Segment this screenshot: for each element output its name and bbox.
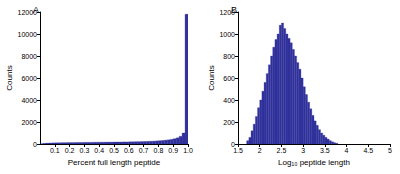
svg-text:0.6: 0.6: [124, 147, 134, 154]
svg-text:1000: 1000: [219, 31, 235, 38]
svg-text:200: 200: [223, 119, 235, 126]
svg-text:0.3: 0.3: [80, 147, 90, 154]
svg-text:4: 4: [345, 147, 349, 154]
svg-text:0.4: 0.4: [94, 147, 104, 154]
svg-text:1.0: 1.0: [183, 147, 193, 154]
svg-text:1200: 1200: [219, 8, 235, 16]
svg-text:Percent full length peptide: Percent full length peptide: [68, 158, 161, 167]
svg-text:12000: 12000: [17, 8, 37, 16]
svg-text:2000: 2000: [21, 119, 37, 126]
svg-text:0.1: 0.1: [50, 147, 60, 154]
svg-text:Counts: Counts: [207, 65, 216, 90]
svg-text:1.5: 1.5: [233, 147, 243, 154]
svg-text:B: B: [231, 5, 237, 15]
svg-text:0.8: 0.8: [154, 147, 164, 154]
svg-text:A: A: [33, 5, 39, 15]
svg-text:6000: 6000: [21, 75, 37, 82]
svg-text:0.9: 0.9: [168, 147, 178, 154]
svg-text:400: 400: [223, 97, 235, 104]
svg-text:600: 600: [223, 75, 235, 82]
svg-text:3: 3: [301, 147, 305, 154]
svg-text:4.5: 4.5: [363, 147, 373, 154]
svg-text:2: 2: [258, 147, 262, 154]
svg-text:0: 0: [33, 141, 37, 148]
svg-text:0.7: 0.7: [139, 147, 149, 154]
svg-text:0.5: 0.5: [109, 147, 119, 154]
svg-text:0.2: 0.2: [65, 147, 75, 154]
svg-text:8000: 8000: [21, 53, 37, 60]
svg-text:3.5: 3.5: [320, 147, 330, 154]
svg-text:10000: 10000: [18, 31, 38, 38]
svg-text:0: 0: [231, 140, 235, 148]
svg-text:Log₁₀ peptide length: Log₁₀ peptide length: [278, 158, 350, 167]
svg-text:800: 800: [223, 53, 235, 60]
svg-text:5: 5: [388, 147, 392, 154]
svg-text:2.5: 2.5: [277, 147, 287, 154]
svg-text:4000: 4000: [21, 97, 37, 104]
svg-text:Counts: Counts: [5, 65, 14, 90]
